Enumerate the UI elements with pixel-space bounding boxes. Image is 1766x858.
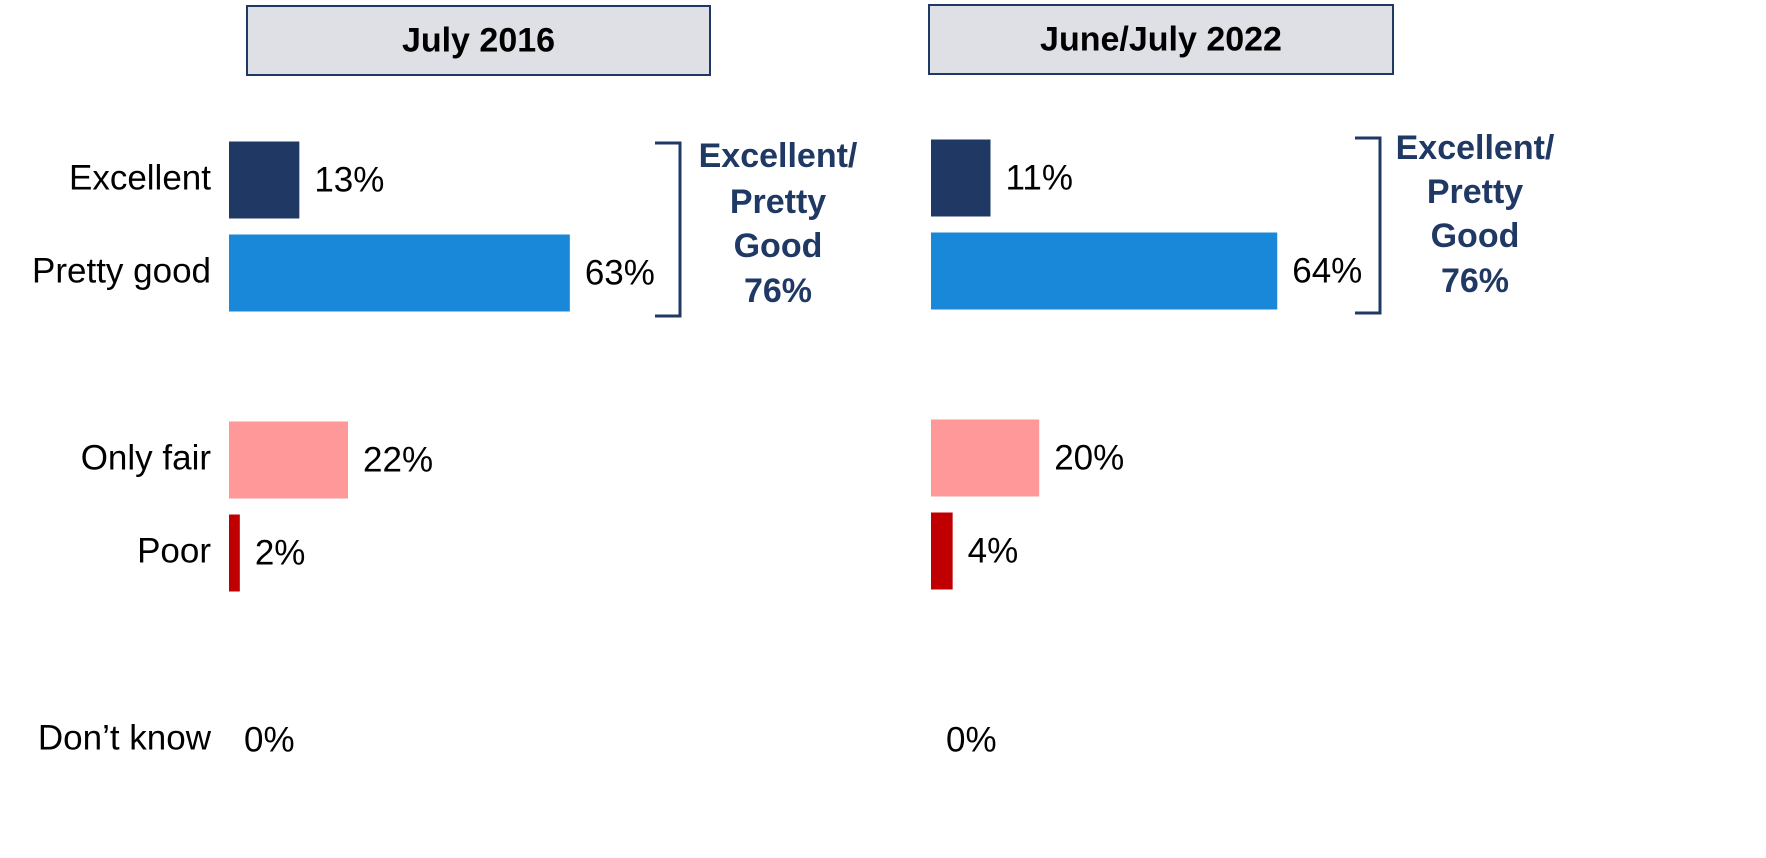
bar [931, 512, 953, 590]
value-label: 22% [363, 440, 433, 479]
value-label: 2% [255, 533, 306, 572]
bracket [1355, 136, 1382, 315]
bracket-label: Excellent/ [1396, 129, 1555, 167]
bracket-label: Excellent/ [699, 137, 858, 175]
bar [229, 234, 570, 312]
bracket-label: Good [734, 227, 823, 265]
chart-title: June/July 2022 [1040, 20, 1282, 58]
bar [229, 514, 240, 592]
value-label: 11% [1006, 158, 1073, 197]
bracket-value: 76% [744, 272, 812, 310]
header-box [246, 5, 711, 76]
value-label: 0% [244, 720, 295, 759]
header-box [928, 4, 1394, 75]
value-label: 4% [968, 531, 1019, 570]
category-label: Only fair [81, 438, 212, 477]
category-label: Don’t know [38, 718, 212, 757]
bar [931, 232, 1278, 310]
bracket [655, 141, 682, 318]
value-label: 64% [1292, 251, 1362, 290]
bracket-label: Pretty [1427, 173, 1523, 211]
value-label: 63% [585, 253, 655, 292]
category-label: Excellent [69, 158, 211, 197]
category-label: Pretty good [32, 251, 211, 290]
bar [229, 421, 349, 499]
bar [229, 141, 300, 219]
chart-title: July 2016 [402, 21, 555, 59]
value-label: 13% [314, 160, 384, 199]
category-label: Poor [137, 531, 211, 570]
bar [931, 419, 1040, 497]
value-label: 20% [1054, 438, 1124, 477]
bracket-label: Pretty [730, 183, 826, 221]
bracket-label: Good [1431, 217, 1520, 255]
bracket-value: 76% [1441, 262, 1509, 300]
bar [931, 139, 991, 217]
value-label: 0% [946, 720, 997, 759]
